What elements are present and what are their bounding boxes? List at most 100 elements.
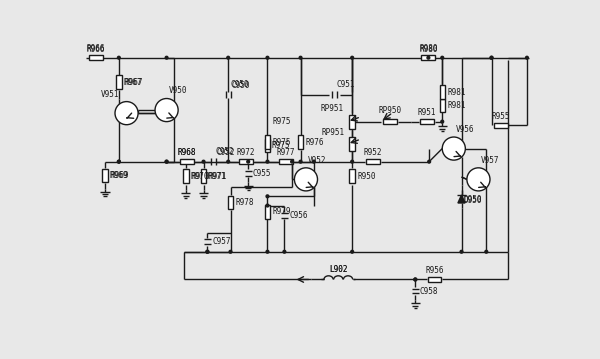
Bar	[183, 169, 188, 183]
Circle shape	[206, 250, 209, 253]
Bar	[440, 98, 445, 112]
Text: V951: V951	[100, 90, 119, 99]
Bar	[420, 119, 434, 124]
Text: R981: R981	[448, 88, 466, 97]
Text: R955: R955	[491, 112, 510, 121]
Circle shape	[414, 278, 416, 281]
Text: L902: L902	[329, 265, 347, 274]
Circle shape	[526, 56, 529, 59]
Text: R975: R975	[272, 141, 290, 150]
Circle shape	[118, 160, 120, 163]
Text: V956: V956	[456, 125, 475, 134]
Text: R966: R966	[86, 45, 105, 54]
Text: D950: D950	[464, 196, 482, 205]
Circle shape	[266, 195, 269, 198]
Text: C952: C952	[217, 148, 235, 157]
Circle shape	[485, 250, 488, 253]
Text: V957: V957	[481, 156, 499, 165]
Circle shape	[299, 160, 302, 163]
Text: R951: R951	[418, 108, 436, 117]
Circle shape	[227, 160, 230, 163]
Circle shape	[428, 160, 431, 163]
Text: R968: R968	[178, 148, 196, 157]
Bar	[349, 137, 355, 151]
Circle shape	[266, 56, 269, 59]
Bar	[428, 277, 442, 282]
Text: R967: R967	[124, 78, 143, 87]
Bar	[265, 205, 270, 219]
Text: R967: R967	[123, 78, 142, 87]
Text: RP950: RP950	[379, 107, 401, 116]
Text: R966: R966	[86, 45, 105, 53]
Circle shape	[165, 160, 168, 163]
Text: C957: C957	[212, 237, 230, 246]
Circle shape	[313, 160, 315, 163]
Bar	[298, 135, 303, 149]
Circle shape	[442, 137, 466, 160]
Text: R975: R975	[273, 138, 292, 147]
Bar	[179, 159, 194, 164]
Text: R970: R970	[190, 172, 209, 181]
Circle shape	[295, 168, 317, 191]
Bar	[102, 169, 107, 182]
Circle shape	[490, 56, 493, 59]
Text: R969: R969	[110, 171, 129, 180]
Text: C952: C952	[216, 147, 235, 156]
Text: R956: R956	[425, 266, 444, 275]
Circle shape	[165, 160, 168, 163]
Circle shape	[460, 250, 463, 253]
Circle shape	[118, 160, 120, 163]
Text: R981: R981	[448, 101, 466, 110]
Text: R975: R975	[273, 117, 292, 126]
Text: C950: C950	[231, 81, 250, 90]
Text: D950: D950	[464, 195, 482, 204]
Circle shape	[441, 56, 443, 59]
Circle shape	[351, 56, 353, 59]
Bar	[349, 169, 355, 183]
Bar	[201, 169, 206, 183]
Circle shape	[202, 160, 205, 163]
Text: RP951: RP951	[320, 104, 344, 113]
Circle shape	[291, 160, 293, 163]
Circle shape	[118, 56, 120, 59]
Text: R976: R976	[306, 138, 325, 147]
Circle shape	[115, 102, 138, 125]
Text: C956: C956	[289, 211, 308, 220]
Text: C951: C951	[337, 79, 355, 89]
Text: L902: L902	[329, 265, 347, 274]
Circle shape	[247, 160, 250, 163]
Text: R978: R978	[236, 198, 254, 207]
Text: R971: R971	[208, 172, 226, 181]
Circle shape	[266, 160, 269, 163]
Circle shape	[206, 250, 209, 253]
Circle shape	[283, 250, 286, 253]
Circle shape	[414, 278, 416, 281]
Bar	[279, 159, 293, 164]
Text: R980: R980	[419, 45, 437, 53]
Circle shape	[266, 204, 269, 207]
Text: R980: R980	[419, 45, 437, 54]
Circle shape	[427, 56, 430, 59]
Text: R950: R950	[358, 172, 376, 181]
Text: V950: V950	[169, 87, 187, 95]
Circle shape	[441, 120, 443, 123]
Bar	[265, 139, 270, 153]
Bar	[116, 75, 122, 89]
Bar	[383, 119, 397, 124]
Text: R969: R969	[109, 171, 128, 180]
Text: R977: R977	[277, 148, 295, 157]
Text: V952: V952	[308, 156, 327, 165]
Bar	[228, 196, 233, 209]
Text: R968: R968	[178, 148, 196, 158]
Bar	[421, 55, 436, 60]
Text: R971: R971	[209, 172, 227, 181]
Circle shape	[299, 56, 302, 59]
Polygon shape	[458, 195, 465, 203]
Text: C958: C958	[420, 286, 439, 295]
Bar	[366, 159, 380, 164]
Circle shape	[227, 56, 230, 59]
Text: C950: C950	[230, 79, 249, 89]
Circle shape	[351, 160, 353, 163]
Circle shape	[155, 98, 178, 122]
Circle shape	[229, 250, 232, 253]
